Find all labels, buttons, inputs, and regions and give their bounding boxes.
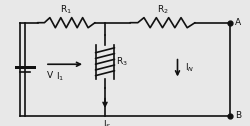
Text: I$_N$: I$_N$ <box>185 62 194 74</box>
Text: R$_1$: R$_1$ <box>60 4 72 16</box>
Text: B: B <box>235 111 241 120</box>
Text: I$_1$: I$_1$ <box>56 71 64 83</box>
Text: I$_S$: I$_S$ <box>103 118 112 126</box>
Text: R$_2$: R$_2$ <box>157 4 168 16</box>
Text: A: A <box>235 18 241 27</box>
Text: R$_3$: R$_3$ <box>116 55 128 68</box>
Text: V: V <box>47 71 53 80</box>
